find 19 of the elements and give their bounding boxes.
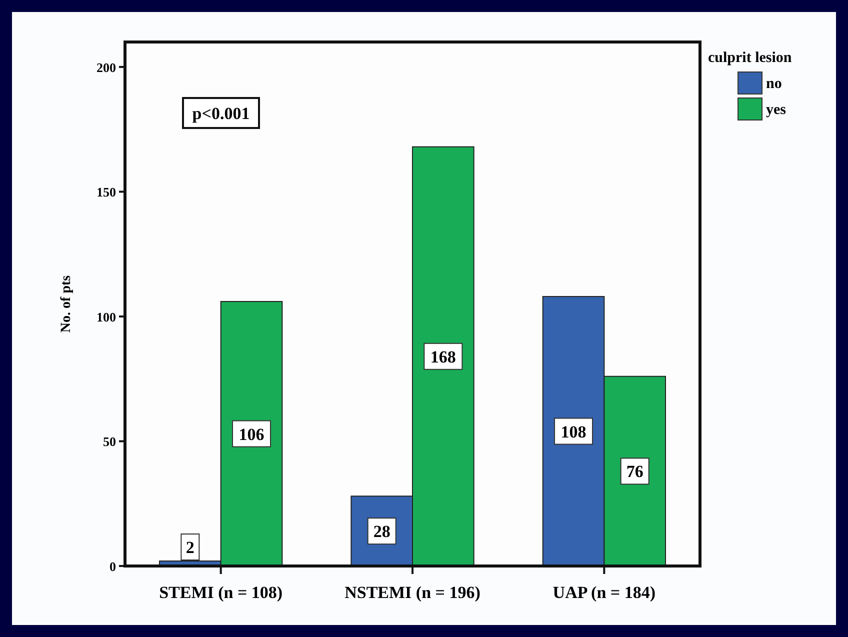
data-label: 108 (560, 422, 586, 442)
data-label: 76 (626, 462, 644, 482)
annotation: p<0.001 (192, 104, 250, 123)
data-label: 168 (430, 347, 456, 366)
data-label: 2 (186, 538, 194, 558)
y-tick-label: 0 (110, 559, 116, 574)
y-tick-label: 50 (103, 434, 116, 450)
y-tick-label: 200 (96, 60, 116, 75)
data-label: 28 (373, 522, 390, 542)
x-tick-label: NSTEMI (n = 196) (344, 583, 480, 602)
legend-title: culprit lesion (708, 50, 792, 66)
data-label: 106 (238, 424, 264, 444)
x-tick-label: STEMI (n = 108) (159, 583, 283, 602)
y-axis-title: No. of pts (59, 274, 74, 333)
y-tick-label: 100 (96, 309, 116, 324)
legend-label: no (766, 76, 782, 92)
x-tick-label: UAP (n = 184) (552, 583, 656, 602)
y-tick-label: 150 (96, 184, 116, 200)
legend-label: yes (766, 102, 786, 118)
